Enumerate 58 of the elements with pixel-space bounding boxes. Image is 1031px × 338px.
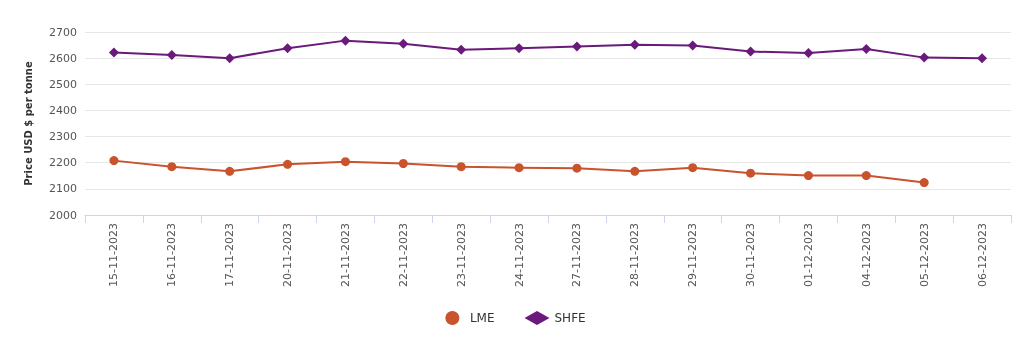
point [340, 157, 350, 167]
point [803, 171, 813, 181]
x-tick-label: 17-11-2023 [223, 223, 237, 287]
point [514, 163, 524, 173]
point [746, 168, 756, 178]
x-tick-label: 06-12-2023 [975, 223, 989, 287]
point [745, 46, 756, 57]
legend-label: LME [469, 311, 495, 325]
y-tick-label: 2000 [49, 208, 77, 222]
x-tick-label: 20-11-2023 [281, 223, 295, 287]
point [166, 50, 177, 61]
point [514, 43, 525, 54]
x-tick-label: 28-11-2023 [628, 223, 642, 287]
point [861, 43, 872, 54]
y-tick-label: 2500 [49, 77, 77, 91]
x-tick-label: 27-11-2023 [570, 223, 584, 287]
point [919, 178, 929, 188]
legend-label: SHFE [554, 311, 586, 325]
point [687, 40, 698, 51]
x-tick-label: 29-11-2023 [686, 223, 700, 287]
x-tick-label: 21-11-2023 [338, 223, 352, 287]
point [977, 53, 988, 64]
point [630, 166, 640, 176]
y-tick-label: 2600 [49, 51, 77, 65]
point [456, 162, 466, 172]
point [398, 159, 408, 168]
point [225, 166, 235, 176]
y-tick-label: 2200 [49, 156, 77, 170]
x-tick-label: 16-11-2023 [165, 223, 179, 287]
y-tick-label: 2300 [49, 130, 77, 144]
y-tick-label: 2100 [49, 182, 77, 196]
x-tick-label: 30-11-2023 [744, 223, 758, 287]
point [571, 41, 582, 52]
point [398, 38, 409, 49]
x-tick-label: 04-12-2023 [859, 223, 873, 287]
point [803, 47, 814, 58]
y-tick-label: 2700 [49, 25, 77, 39]
point [167, 162, 177, 172]
x-tick-label: 24-11-2023 [512, 223, 526, 287]
point [283, 159, 293, 169]
y-axis-title: Price USD $ per tonne [22, 61, 34, 186]
x-tick-label: 23-11-2023 [454, 223, 468, 287]
point [688, 163, 698, 173]
x-tick-label: 01-12-2023 [801, 223, 815, 287]
point [629, 39, 640, 50]
x-tick-label: 05-12-2023 [917, 223, 931, 287]
point [108, 47, 119, 58]
x-tick-label: 15-11-2023 [107, 223, 121, 287]
x-tick-label: 22-11-2023 [396, 223, 410, 287]
y-tick-label: 2400 [49, 103, 77, 117]
point [109, 156, 119, 166]
point [572, 163, 582, 173]
point [919, 52, 930, 63]
point [456, 44, 467, 55]
point [224, 53, 235, 64]
point [340, 35, 351, 46]
point [861, 171, 871, 181]
point [282, 43, 293, 54]
